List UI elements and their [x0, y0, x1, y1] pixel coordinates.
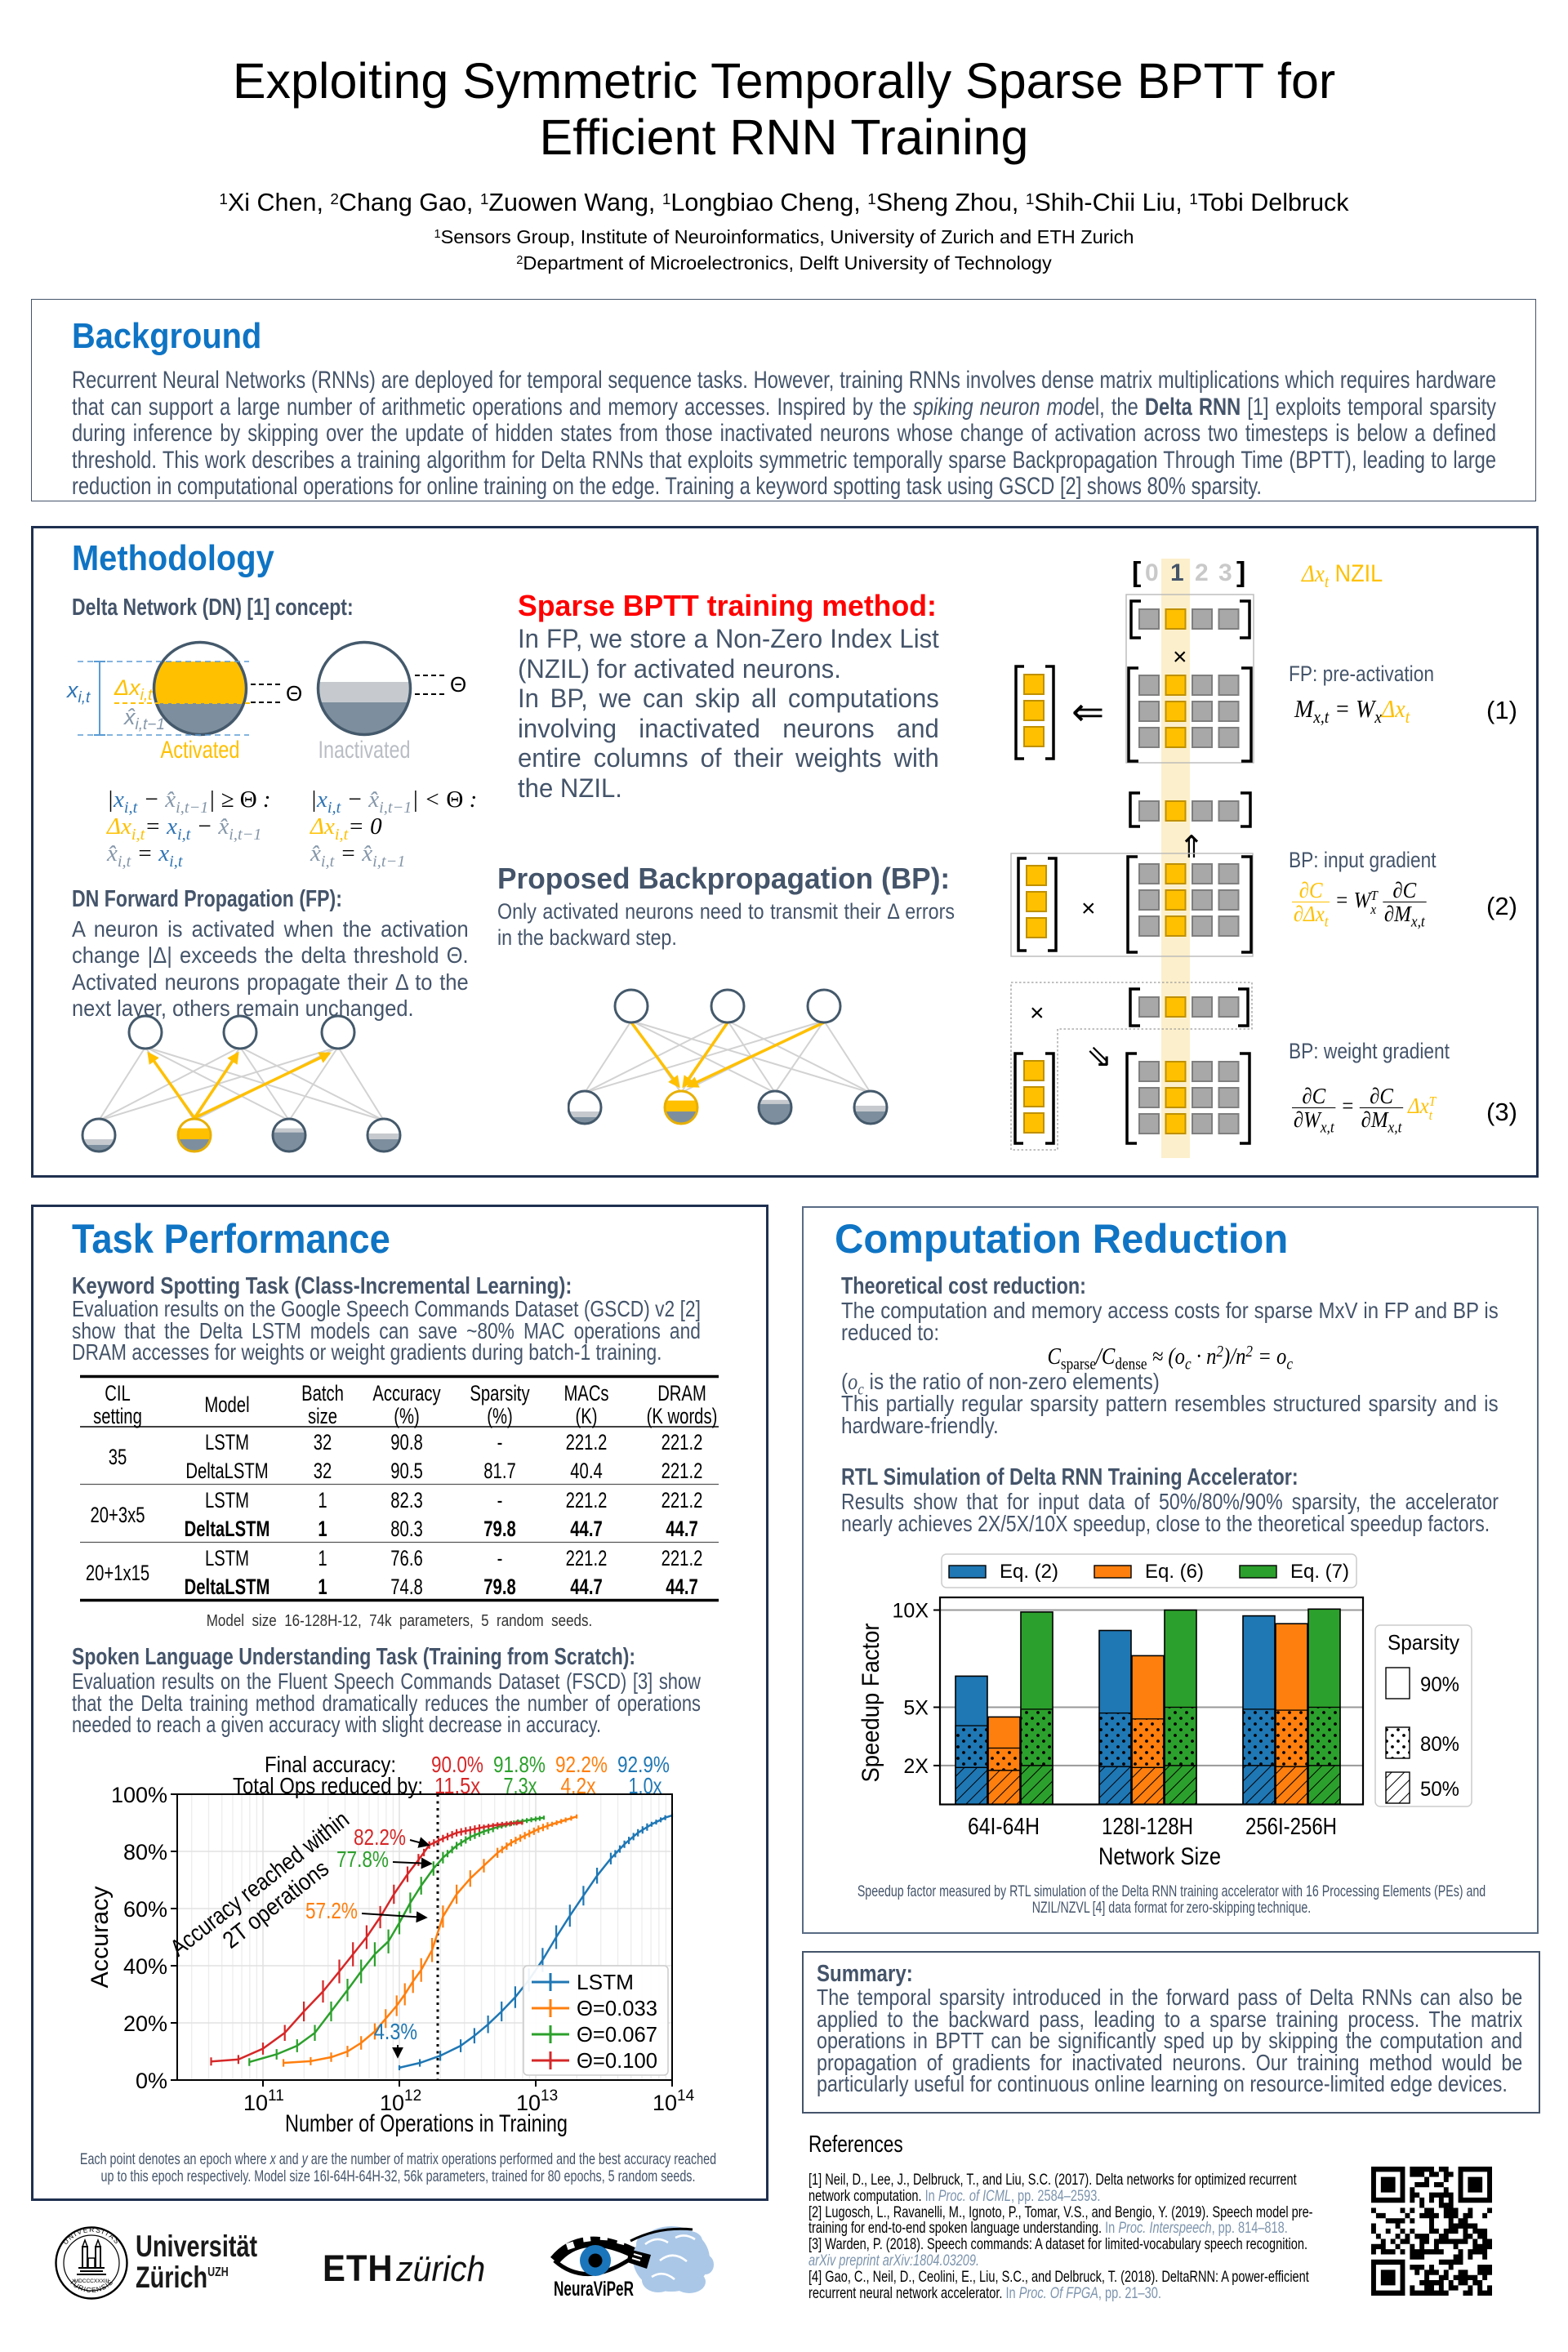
svg-text:Θ: Θ — [450, 672, 466, 697]
svg-text:0%: 0% — [136, 2069, 167, 2093]
svg-text:Eq. (7): Eq. (7) — [1290, 1561, 1349, 1583]
svg-text:Eq. (2): Eq. (2) — [1000, 1561, 1058, 1583]
svg-text:Accuracy: Accuracy — [87, 1886, 114, 1989]
svg-text:⇘: ⇘ — [1086, 1040, 1112, 1074]
svg-text:⇐: ⇐ — [1071, 691, 1104, 734]
svg-text:5X: 5X — [903, 1697, 929, 1720]
svg-text:zürich: zürich — [395, 2250, 485, 2290]
svg-text:LSTM: LSTM — [577, 1970, 634, 1994]
svg-text:×: × — [1173, 644, 1187, 670]
svg-text:20%: 20% — [123, 2011, 167, 2036]
svg-text:90.0%: 90.0% — [431, 1752, 483, 1777]
svg-text:Θ=0.067: Θ=0.067 — [577, 2022, 657, 2047]
svg-text:Sparsity: Sparsity — [1388, 1630, 1459, 1655]
svg-text:Total Ops reduced by:: Total Ops reduced by: — [233, 1773, 423, 1798]
svg-text:2: 2 — [1195, 559, 1209, 586]
svg-text:40%: 40% — [123, 1954, 167, 1979]
svg-text:NeuraViPeR: NeuraViPeR — [554, 2278, 634, 2301]
svg-text:91.8%: 91.8% — [493, 1752, 546, 1777]
svg-text:ETH: ETH — [323, 2249, 393, 2290]
svg-text:⇑: ⇑ — [1178, 831, 1205, 865]
svg-text:82.2%: 82.2% — [354, 1824, 406, 1850]
svg-text:100%: 100% — [111, 1783, 167, 1807]
svg-text:Network Size: Network Size — [1098, 1843, 1221, 1870]
svg-text:90%: 90% — [1420, 1673, 1459, 1696]
svg-text:0: 0 — [1145, 559, 1159, 586]
svg-text:Θ=0.033: Θ=0.033 — [577, 1996, 657, 2020]
svg-text:Final accuracy:: Final accuracy: — [265, 1752, 396, 1777]
svg-text:60%: 60% — [123, 1897, 167, 1922]
svg-text:MDCCCXXXIII: MDCCCXXXIII — [74, 2278, 109, 2284]
svg-text:×: × — [1081, 895, 1096, 922]
svg-text:Activated: Activated — [161, 737, 240, 764]
svg-text:3: 3 — [1218, 559, 1232, 586]
svg-text:10X: 10X — [893, 1600, 929, 1623]
svg-text:[: [ — [1132, 557, 1141, 588]
svg-text:ZürichUZH: ZürichUZH — [136, 2261, 229, 2295]
svg-text:]: ] — [1236, 557, 1245, 588]
svg-text:1: 1 — [1170, 559, 1184, 586]
svg-text:4.3%: 4.3% — [374, 2019, 417, 2044]
svg-text:92.2%: 92.2% — [555, 1752, 608, 1777]
svg-text:Θ=0.100: Θ=0.100 — [577, 2048, 657, 2073]
svg-text:Inactivated: Inactivated — [318, 737, 411, 764]
svg-text:50%: 50% — [1420, 1778, 1459, 1801]
svg-text:77.8%: 77.8% — [336, 1846, 389, 1872]
svg-text:256I-256H: 256I-256H — [1245, 1814, 1337, 1840]
svg-text:Θ: Θ — [286, 681, 302, 706]
svg-text:Eq. (6): Eq. (6) — [1145, 1561, 1204, 1583]
svg-text:64I-64H: 64I-64H — [968, 1814, 1040, 1840]
svg-text:×: × — [1030, 1000, 1045, 1027]
svg-text:80%: 80% — [123, 1840, 167, 1864]
svg-text:Universität: Universität — [136, 2230, 257, 2264]
svg-text:57.2%: 57.2% — [305, 1898, 358, 1923]
svg-text:2X: 2X — [903, 1755, 929, 1778]
svg-text:11.5x: 11.5x — [434, 1773, 480, 1798]
svg-text:7.3x: 7.3x — [504, 1773, 537, 1798]
svg-text:Speedup Factor: Speedup Factor — [858, 1624, 884, 1783]
svg-text:Number of Operations in Traini: Number of Operations in Training — [285, 2110, 568, 2137]
svg-text:4.2x: 4.2x — [561, 1773, 596, 1798]
svg-text:128I-128H: 128I-128H — [1102, 1814, 1193, 1840]
svg-text:92.9%: 92.9% — [617, 1752, 670, 1777]
svg-text:1.0x: 1.0x — [629, 1773, 662, 1798]
svg-text:80%: 80% — [1420, 1733, 1459, 1756]
